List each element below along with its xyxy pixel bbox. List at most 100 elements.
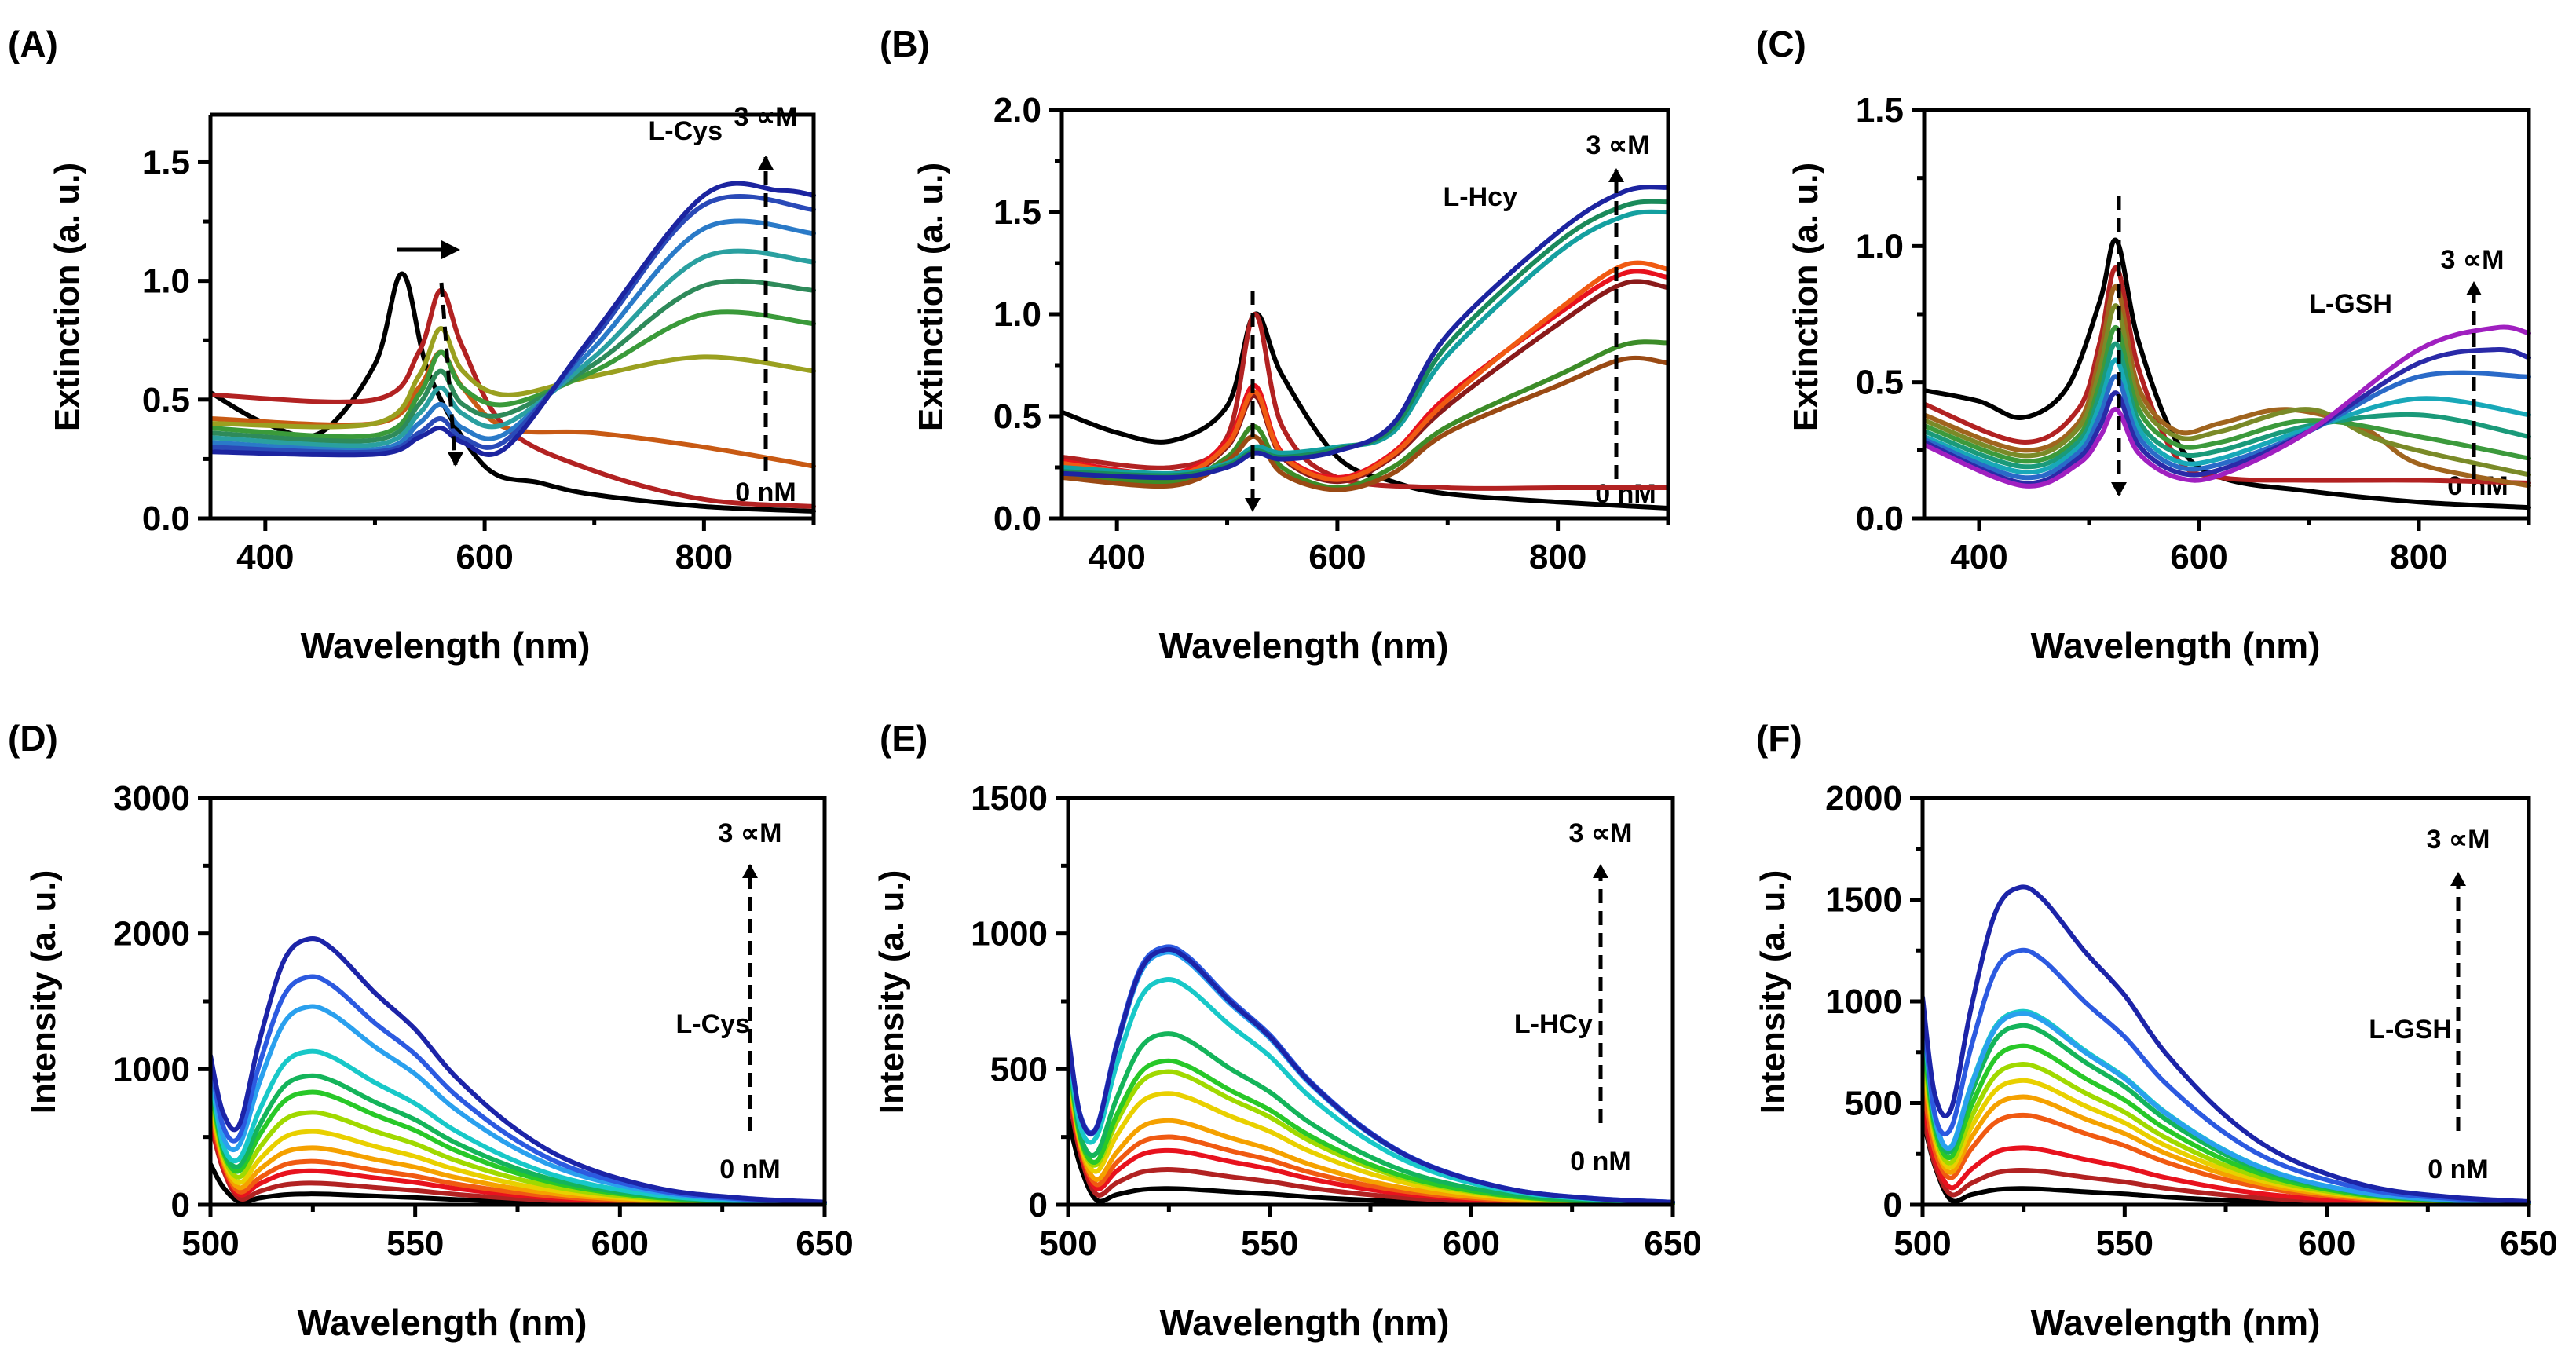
series-line [1068, 946, 1675, 1205]
series-line [1923, 947, 2531, 1205]
x-tick-label: 800 [675, 538, 733, 576]
y-tick-label: 0.5 [1856, 364, 1904, 402]
decrease-arrow-head [2111, 482, 2127, 496]
decrease-arrow-head [1245, 498, 1261, 512]
top-concentration-label: 3 ∝M [734, 102, 798, 132]
series-line [1062, 260, 1670, 482]
x-axis-title: Wavelength (nm) [2031, 625, 2321, 666]
x-axis-title: Wavelength (nm) [1159, 625, 1449, 666]
x-tick-label: 400 [236, 538, 294, 576]
series-line [1924, 324, 2531, 489]
series-line [1924, 370, 2531, 481]
increase-arrow-head [1608, 168, 1624, 182]
x-tick-label: 600 [2298, 1224, 2355, 1263]
x-tick-label: 500 [1894, 1224, 1951, 1263]
series-group [1068, 944, 1675, 1205]
series-line [1924, 237, 2531, 511]
chart-a: 400 600 800 0.0 0.5 1.0 1.5 [142, 112, 816, 576]
y-tick-label: 500 [990, 1050, 1048, 1089]
series-line [1062, 311, 1670, 491]
increase-arrow-head [2450, 872, 2466, 886]
series-line [210, 278, 816, 444]
y-tick-label: 0.0 [1856, 500, 1904, 538]
series-line [210, 248, 816, 448]
y-axis-title: Extinction (a. u.) [912, 163, 950, 431]
panel-a: (A) Extinction (a. u.) Wavelength (nm) L… [8, 24, 797, 666]
top-concentration-label: 3 ∝M [1586, 130, 1650, 160]
y-tick-label: 2000 [113, 915, 190, 953]
series-line [1924, 347, 2531, 486]
panel-f: (F) Intensity (a. u.) Wavelength (nm) L-… [1754, 718, 2490, 1343]
series-line [1924, 325, 2531, 464]
y-tick-label: 0.0 [142, 500, 190, 538]
series-line [1924, 357, 2531, 475]
panel-label: (A) [8, 24, 58, 64]
chart-d: 500 550 600 650 0 1000 2000 3000 [113, 779, 854, 1263]
x-tick-label: 800 [2390, 538, 2447, 576]
panel-label: (D) [8, 718, 58, 759]
x-tick-label: 650 [796, 1224, 853, 1263]
y-tick-label: 1.0 [1856, 227, 1904, 265]
chart-b: 400 600 800 0.0 0.5 1.0 1.5 2.0 [993, 91, 1670, 576]
bottom-concentration-label: 0 nM [719, 1155, 780, 1184]
frame-lines [1062, 108, 1670, 518]
series-line [1924, 342, 2531, 470]
y-tick-label: 1500 [971, 779, 1048, 818]
increase-arrow-head [742, 864, 758, 878]
top-concentration-label: 3 ∝M [1569, 818, 1633, 848]
analyte-label: L-GSH [2369, 1015, 2452, 1045]
series-line [210, 287, 816, 509]
increase-arrow-head [2466, 281, 2482, 295]
series-line [1068, 1031, 1675, 1205]
y-tick-label: 2.0 [993, 91, 1041, 130]
panel-c: (C) Extinction (a. u.) Wavelength (nm) L… [1756, 24, 2508, 666]
series-group [1062, 185, 1670, 511]
x-tick-label: 800 [1529, 538, 1586, 576]
series-line [1062, 185, 1670, 481]
y-axis-title: Intensity (a. u.) [1754, 870, 1792, 1114]
x-tick-label: 500 [1039, 1224, 1096, 1263]
x-axis-title: Wavelength (nm) [1160, 1302, 1450, 1343]
x-tick-label: 600 [456, 538, 513, 576]
y-tick-label: 1.0 [142, 262, 190, 301]
series-line [210, 1048, 827, 1205]
x-axis-title: Wavelength (nm) [301, 625, 591, 666]
frame-lines [1923, 796, 2531, 1205]
series-line [1923, 1003, 2531, 1205]
y-tick-label: 1.5 [142, 143, 190, 181]
analyte-label: L-Cys [676, 1009, 750, 1039]
x-tick-label: 600 [1308, 538, 1366, 576]
series-group [210, 181, 816, 514]
analyte-label: L-Hcy [1444, 182, 1518, 212]
y-tick-label: 1.5 [993, 193, 1041, 232]
y-tick-label: 1000 [113, 1050, 190, 1089]
y-tick-label: 0.0 [993, 500, 1041, 538]
x-tick-label: 550 [2096, 1224, 2153, 1263]
series-line [1924, 284, 2531, 489]
x-tick-label: 600 [1443, 1224, 1500, 1263]
x-tick-label: 650 [2500, 1224, 2557, 1263]
y-axis-title: Extinction (a. u.) [1787, 163, 1825, 431]
series-line [210, 936, 827, 1205]
series-line [210, 309, 816, 440]
series-line [1924, 265, 2531, 485]
y-tick-label: 500 [1845, 1085, 1902, 1123]
x-tick-label: 500 [181, 1224, 239, 1263]
series-group [1923, 884, 2531, 1205]
y-tick-label: 0.5 [993, 397, 1041, 436]
panel-label: (E) [880, 718, 928, 759]
series-line [1923, 884, 2531, 1204]
y-tick-label: 3000 [113, 779, 190, 818]
bottom-concentration-label: 0 nM [1570, 1147, 1630, 1177]
top-concentration-label: 3 ∝M [2427, 825, 2490, 854]
top-concentration-label: 3 ∝M [2441, 245, 2505, 275]
x-tick-label: 550 [386, 1224, 444, 1263]
series-line [210, 326, 816, 430]
increase-arrow-head [758, 156, 774, 170]
series-line [210, 181, 816, 458]
panel-label: (B) [880, 24, 930, 64]
series-line [1062, 311, 1670, 511]
x-axis-title: Wavelength (nm) [2031, 1302, 2321, 1343]
x-tick-label: 650 [1644, 1224, 1701, 1263]
